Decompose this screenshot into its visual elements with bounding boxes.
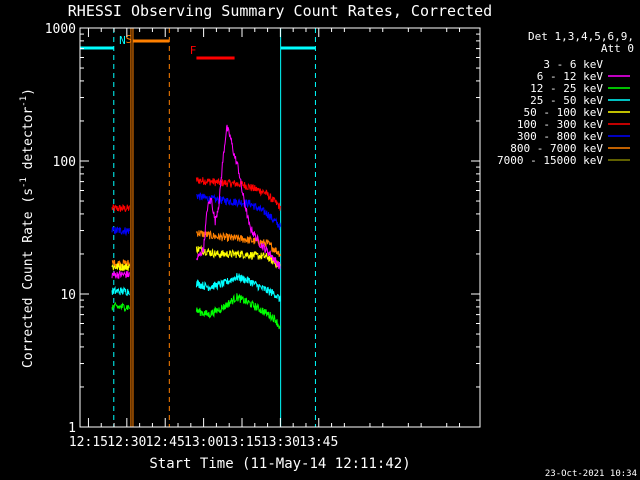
series-line (111, 203, 130, 212)
x-tick-label: 12:15 (69, 435, 108, 450)
y-tick-label: 10 (60, 288, 76, 303)
legend-label: 25 - 50 keV (530, 94, 603, 107)
y-tick-label: 1 (68, 421, 76, 436)
y-axis-label-sup: -1 (19, 177, 29, 188)
series-line (111, 226, 130, 237)
x-tick-label: 13:30 (261, 435, 300, 450)
legend-label: 100 - 300 keV (517, 118, 603, 131)
legend-label: 12 - 25 keV (530, 82, 603, 95)
x-tick-label: 12:45 (146, 435, 185, 450)
series-line (111, 285, 130, 296)
y-axis-label-part: Corrected Count Rate (s (21, 188, 36, 368)
series-line (195, 273, 281, 302)
series-lines (111, 124, 281, 330)
legend-header: Att 0 (601, 42, 634, 55)
legend-label: 50 - 100 keV (524, 106, 604, 119)
axes: 12:15 12:30 12:45 13:00 13:15 13:30 13:45 1 10 10… (45, 22, 480, 450)
x-tick-label: 13:45 (299, 435, 338, 450)
y-tick-label: 100 (53, 155, 76, 170)
x-tick-label: 13:15 (222, 435, 261, 450)
x-axis-label: Start Time (11-May-14 12:11:42) (149, 456, 410, 472)
legend-label: 6 - 12 keV (537, 70, 604, 83)
legend-label: 7000 - 15000 keV (497, 154, 603, 167)
legend-header: Det 1,3,4,5,6,9, (528, 30, 634, 43)
legend-label: 300 - 800 keV (517, 130, 603, 143)
flag-S-label: S (126, 33, 133, 46)
series-line (111, 270, 130, 279)
plot-area: N S F (80, 28, 316, 427)
y-axis-label: Corrected Count Rate (s-1 detector-1) (19, 88, 36, 368)
series-line (195, 230, 281, 258)
x-tick-label: 13:00 (184, 435, 223, 450)
y-axis-label-sup: -1 (19, 96, 29, 107)
series-line (111, 301, 130, 312)
series-line (111, 263, 130, 271)
series-line (195, 244, 281, 269)
series-line (195, 124, 281, 271)
timestamp: 23-Oct-2021 10:34 (545, 469, 637, 479)
x-tick-label: 12:30 (107, 435, 146, 450)
series-line (195, 177, 281, 211)
flag-N-label: N (119, 34, 126, 47)
legend-label: 800 - 7000 keV (510, 142, 603, 155)
chart-title: RHESSI Observing Summary Count Rates, Co… (68, 2, 492, 20)
series-line (195, 293, 281, 330)
y-axis-label-part: ) (21, 88, 36, 96)
y-axis-label-part: detector (21, 107, 36, 178)
y-tick-label: 1000 (45, 22, 76, 37)
flag-F-label: F (190, 44, 197, 57)
legend-label: 3 - 6 keV (543, 58, 603, 71)
